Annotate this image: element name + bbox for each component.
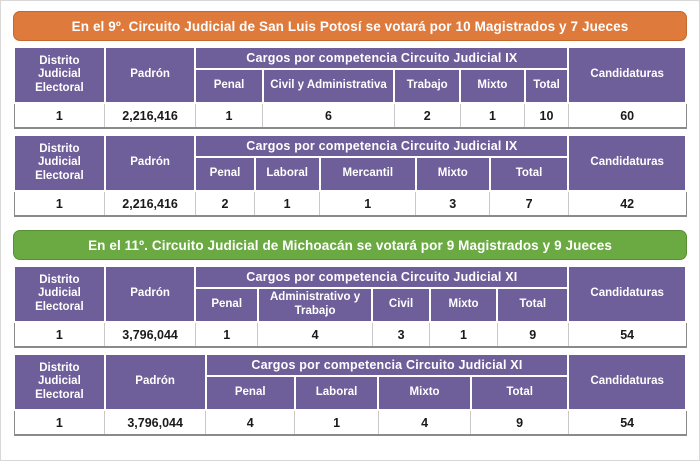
col-header-laboral: Laboral [293,375,380,411]
col-header-padron: Padrón [103,353,207,411]
cell-candidaturas: 60 [567,103,687,129]
table-row: 1 3,796,044 1 4 3 1 9 54 [13,322,687,348]
banner-circuito-9: En el 9º. Circuito Judicial de San Luis … [13,11,687,41]
col-header-mixto: Mixto [377,375,472,411]
cell-laboral: 1 [294,410,379,436]
col-header-distrito: Distrito Judicial Electoral [13,46,106,104]
col-header-mercantil: Mercantil [318,156,417,192]
col-header-total: Total [523,68,570,104]
col-header-padron: Padrón [103,46,197,104]
header-row-group: Distrito Judicial Electoral Padrón Cargo… [13,265,687,323]
cell-mixto: 1 [459,103,526,129]
table-circuito-xi-magistrados: Distrito Judicial Electoral Padrón Cargo… [13,265,687,348]
cell-mixto: 1 [429,322,498,348]
col-header-total: Total [469,375,570,411]
col-header-total: Total [496,287,570,323]
col-header-distrito: Distrito Judicial Electoral [13,265,106,323]
cell-penal: 1 [194,103,264,129]
cell-penal: 4 [205,410,296,436]
cell-mixto: 3 [415,191,491,217]
table-body: 1 2,216,416 2 1 1 3 7 42 [13,191,687,217]
cell-trabajo: 2 [393,103,461,129]
col-header-distrito: Distrito Judicial Electoral [13,134,106,192]
table-row: 1 2,216,416 1 6 2 1 10 60 [13,103,687,129]
col-header-cargos-group: Cargos por competencia Circuito Judicial… [194,46,570,70]
table-circuito-ix-jueces: Distrito Judicial Electoral Padrón Cargo… [13,134,687,217]
col-header-cargos-group: Cargos por competencia Circuito Judicial… [194,265,570,289]
header-row-sub: Penal Laboral Mercantil Mixto Total [14,156,686,192]
cell-laboral: 1 [254,191,321,217]
col-header-mixto: Mixto [414,156,491,192]
cell-administrativo-trabajo: 4 [257,322,373,348]
table-row: 1 3,796,044 4 1 4 9 54 [13,410,687,436]
table-head: Distrito Judicial Electoral Padrón Cargo… [13,134,687,192]
cell-penal: 1 [194,322,259,348]
col-header-penal: Penal [194,68,264,104]
table-body: 1 2,216,416 1 6 2 1 10 60 [13,103,687,129]
col-header-total: Total [488,156,570,192]
col-header-laboral: Laboral [253,156,321,192]
col-header-candidaturas: Candidaturas [567,265,687,323]
col-header-distrito: Distrito Judicial Electoral [13,353,106,411]
header-row-group: Distrito Judicial Electoral Padrón Cargo… [13,46,687,104]
col-header-administrativo-trabajo: Administrativo y Trabajo [256,287,374,323]
cell-civil-administrativa: 6 [262,103,395,129]
cell-distrito: 1 [13,191,106,217]
cell-total: 10 [524,103,569,129]
cell-padron: 2,216,416 [104,103,196,129]
cell-candidaturas: 54 [567,322,687,348]
header-row-group: Distrito Judicial Electoral Padrón Cargo… [13,134,687,192]
section-circuito-ix: En el 9º. Circuito Judicial de San Luis … [13,11,687,217]
col-header-padron: Padrón [103,265,197,323]
banner-circuito-11: En el 11º. Circuito Judicial de Michoacá… [13,230,687,260]
col-header-mixto: Mixto [459,68,526,104]
section-circuito-xi: En el 11º. Circuito Judicial de Michoacá… [13,230,687,436]
cell-distrito: 1 [13,103,106,129]
table-circuito-xi-jueces: Distrito Judicial Electoral Padrón Cargo… [13,353,687,436]
col-header-penal: Penal [194,156,256,192]
header-row-sub: Penal Administrativo y Trabajo Civil Mix… [14,287,686,323]
cell-total: 7 [489,191,569,217]
cell-distrito: 1 [13,322,106,348]
cell-total: 9 [496,322,569,348]
table-head: Distrito Judicial Electoral Padrón Cargo… [13,46,687,104]
col-header-cargos-group: Cargos por competencia Circuito Judicial… [194,134,570,158]
col-header-padron: Padrón [103,134,197,192]
table-row: 1 2,216,416 2 1 1 3 7 42 [13,191,687,217]
cell-padron: 3,796,044 [104,410,207,436]
table-circuito-ix-magistrados: Distrito Judicial Electoral Padrón Cargo… [13,46,687,129]
header-row-sub: Penal Civil y Administrativa Trabajo Mix… [14,68,686,104]
header-row-sub: Penal Laboral Mixto Total [14,375,686,411]
cell-candidaturas: 42 [567,191,687,217]
col-header-cargos-group: Cargos por competencia Circuito Judicial… [204,353,570,377]
table-head: Distrito Judicial Electoral Padrón Cargo… [13,353,687,411]
header-row-group: Distrito Judicial Electoral Padrón Cargo… [13,353,687,411]
col-header-civil-administrativa: Civil y Administrativa [261,68,396,104]
col-header-mixto: Mixto [428,287,499,323]
col-header-penal: Penal [194,287,259,323]
col-header-candidaturas: Candidaturas [567,46,687,104]
col-header-civil: Civil [371,287,431,323]
cell-mixto: 4 [377,410,472,436]
cell-distrito: 1 [13,410,106,436]
col-header-candidaturas: Candidaturas [567,353,687,411]
cell-penal: 2 [194,191,256,217]
cell-padron: 3,796,044 [104,322,196,348]
cell-padron: 2,216,416 [104,191,196,217]
col-header-candidaturas: Candidaturas [567,134,687,192]
cell-candidaturas: 54 [567,410,687,436]
table-body: 1 3,796,044 4 1 4 9 54 [13,410,687,436]
col-header-trabajo: Trabajo [393,68,462,104]
table-body: 1 3,796,044 1 4 3 1 9 54 [13,322,687,348]
cell-civil: 3 [371,322,431,348]
col-header-penal: Penal [204,375,296,411]
cell-total: 9 [470,410,569,436]
cell-mercantil: 1 [319,191,417,217]
table-head: Distrito Judicial Electoral Padrón Cargo… [13,265,687,323]
